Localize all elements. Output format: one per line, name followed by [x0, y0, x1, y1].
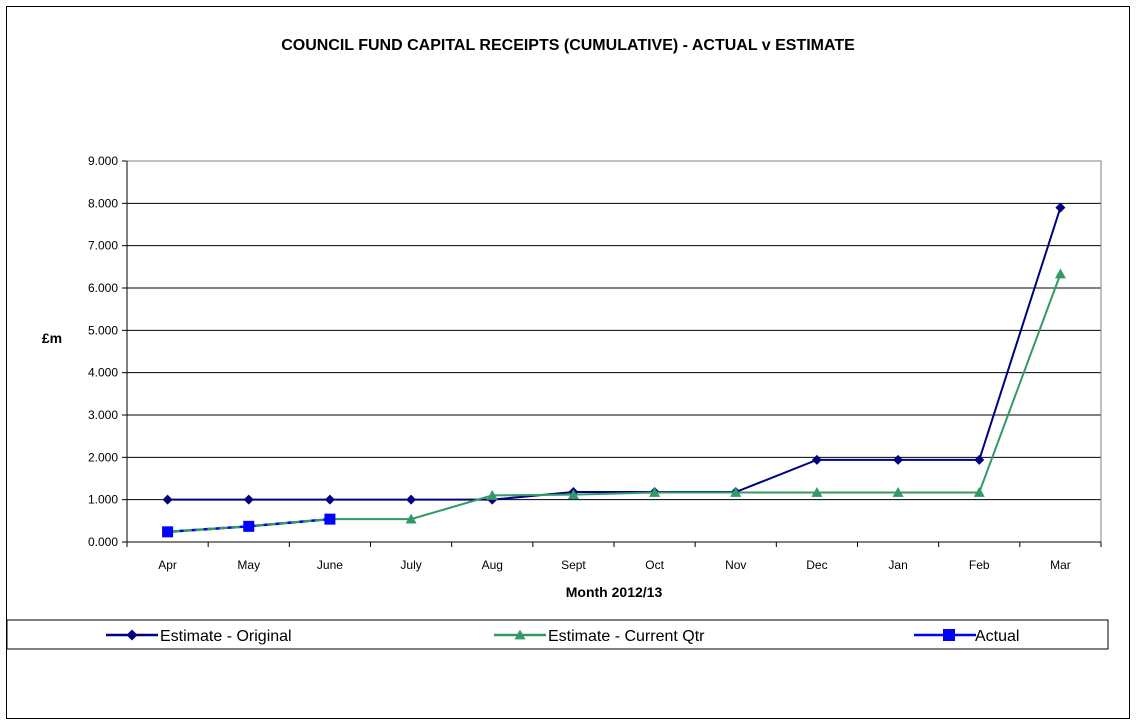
point-actual-june [324, 513, 336, 525]
point-estimate-original-apr [162, 494, 173, 505]
y-tick-label-7: 7.000 [88, 239, 118, 253]
point-estimate-original-july [406, 494, 417, 505]
axes [126, 160, 1102, 543]
legend-label-estimate-original: Estimate - Original [160, 628, 292, 645]
point-estimate-current-qtr-dec [811, 486, 823, 497]
x-tick-label-sept: Sept [561, 558, 586, 572]
legend-marker-estimate-original [126, 629, 138, 641]
series-line-actual [167, 517, 331, 534]
point-estimate-original-may [243, 494, 254, 505]
x-tick-label-apr: Apr [158, 558, 177, 572]
point-actual-may [243, 520, 255, 532]
point-actual-apr [162, 526, 174, 538]
point-estimate-current-qtr-jan [892, 486, 904, 497]
legend-marker-estimate-current-qtr [514, 629, 526, 640]
x-tick-label-oct: Oct [645, 558, 664, 572]
x-tick-label-feb: Feb [969, 558, 990, 572]
y-tick-label-3: 3.000 [88, 408, 118, 422]
series-line-estimate-current-qtr [329, 273, 1062, 521]
legend-label-estimate-current-qtr: Estimate - Current Qtr [548, 628, 705, 645]
x-axis-label: Month 2012/13 [566, 584, 663, 600]
legend: Estimate - Original Estimate - Current Qt… [6, 619, 1109, 650]
grid-lines [127, 160, 1101, 501]
x-tick-label-nov: Nov [725, 558, 746, 572]
y-axis-ticks: 0.000 1.000 2.000 3.000 4.000 5.000 6.000 7.000… [88, 154, 127, 549]
series-actual [162, 513, 336, 538]
point-estimate-current-qtr-july [405, 513, 417, 524]
point-estimate-current-qtr-feb [973, 486, 985, 497]
x-tick-label-june: June [317, 558, 343, 572]
y-tick-label-5: 5.000 [88, 323, 118, 337]
series-estimate-current-qtr [324, 268, 1066, 524]
point-estimate-current-qtr-nov [730, 486, 742, 497]
x-tick-label-july: July [400, 558, 421, 572]
y-tick-label-2: 2.000 [88, 450, 118, 464]
point-estimate-original-feb [974, 454, 985, 465]
point-estimate-current-qtr-mar [1054, 268, 1066, 279]
x-axis-ticks: Apr May June July Aug Sept Oct Nov Dec Jan Feb Mar [126, 542, 1102, 572]
point-estimate-current-qtr-sept [567, 489, 579, 499]
plot-area-border [126, 160, 1102, 543]
y-tick-label-6: 6.000 [88, 281, 118, 295]
y-tick-label-1: 1.000 [88, 493, 118, 507]
point-estimate-original-june [324, 494, 335, 505]
x-tick-label-jan: Jan [888, 558, 907, 572]
legend-marker-actual [943, 629, 955, 641]
series-estimate-original [162, 202, 1066, 505]
y-axis-label: £m [42, 330, 62, 346]
legend-label-actual: Actual [975, 628, 1019, 645]
y-tick-label-4: 4.000 [88, 366, 118, 380]
point-estimate-original-dec [811, 454, 822, 465]
point-estimate-original-mar [1055, 202, 1066, 213]
series-line-estimate-original [167, 207, 1062, 501]
point-estimate-current-qtr-aug [486, 489, 498, 500]
chart-title: COUNCIL FUND CAPITAL RECEIPTS (CUMULATIV… [281, 37, 855, 54]
chart-frame [6, 6, 1130, 719]
point-estimate-current-qtr-oct [649, 486, 661, 497]
x-tick-label-mar: Mar [1050, 558, 1071, 572]
point-estimate-original-jan [893, 454, 904, 465]
series-group [162, 202, 1066, 538]
y-tick-label-8: 8.000 [88, 196, 118, 210]
x-tick-label-may: May [237, 558, 260, 572]
y-tick-label-0: 0.000 [88, 535, 118, 549]
x-tick-label-aug: Aug [482, 558, 503, 572]
x-tick-label-dec: Dec [806, 558, 827, 572]
y-tick-label-9: 9.000 [88, 154, 118, 168]
